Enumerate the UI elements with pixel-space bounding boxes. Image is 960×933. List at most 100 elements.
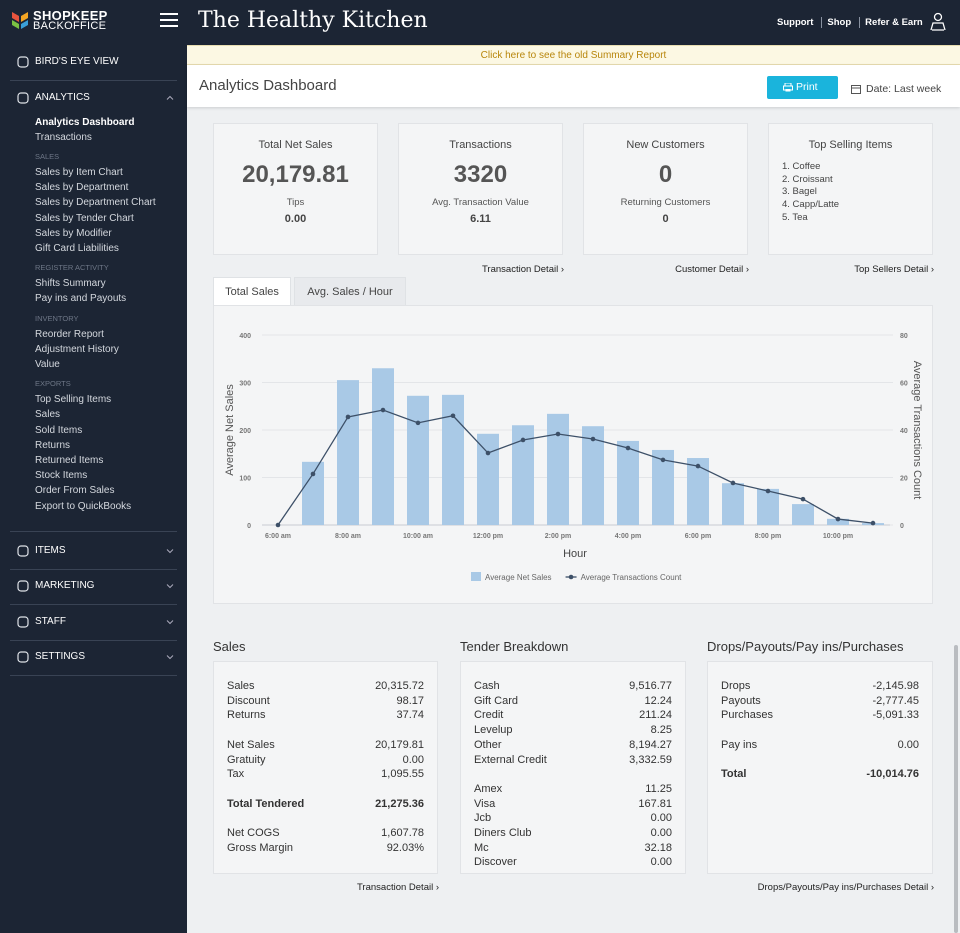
x-tick-label: 8:00 am bbox=[335, 533, 361, 540]
row-label: External Credit bbox=[474, 753, 547, 766]
submenu-link[interactable]: Gift Card Liabilities bbox=[35, 242, 119, 254]
bar bbox=[722, 483, 744, 525]
row-value: -5,091.33 bbox=[872, 709, 919, 722]
section-title: Sales bbox=[213, 639, 246, 654]
submenu-link[interactable]: Top Selling Items bbox=[35, 394, 112, 406]
menu-item[interactable]: MARKETING bbox=[35, 580, 95, 592]
tab-label[interactable]: Total Sales bbox=[225, 286, 279, 298]
bar bbox=[652, 449, 674, 525]
brand-sub: BACKOFFICE bbox=[33, 20, 107, 32]
submenu-link[interactable]: Transactions bbox=[35, 131, 92, 143]
bar bbox=[512, 425, 534, 525]
brand: SHOPKEEP bbox=[33, 8, 108, 23]
top-bar: The Healthy Kitchen Support Shop Refer & E… bbox=[187, 0, 960, 45]
submenu-link[interactable]: Sales by Item Chart bbox=[35, 166, 123, 178]
submenu-link[interactable]: Export to QuickBooks bbox=[35, 500, 132, 512]
submenu-link[interactable]: Sales bbox=[35, 409, 61, 421]
line-point bbox=[415, 420, 421, 426]
logo-part bbox=[12, 12, 19, 22]
header-link[interactable]: Support bbox=[777, 17, 814, 28]
row-label: Total bbox=[721, 768, 747, 781]
row-value: 8.25 bbox=[650, 724, 672, 737]
x-tick-label: 8:00 pm bbox=[755, 533, 781, 540]
header-link[interactable]: Refer & Earn bbox=[865, 17, 923, 28]
menu-section: REGISTER ACTIVITY bbox=[35, 263, 109, 273]
submenu-link[interactable]: Analytics Dashboard bbox=[35, 116, 135, 128]
menu-item[interactable]: SETTINGS bbox=[35, 651, 86, 663]
submenu-link[interactable]: Sales by Tender Chart bbox=[35, 212, 134, 224]
summary-card: Top Selling Items 1. Coffee 2. Croissant 3.… bbox=[768, 123, 933, 255]
row-label: Levelup bbox=[474, 724, 513, 737]
table-box: Cash 9,516.77 Gift Card 12.24 Credit 211.24 Le… bbox=[460, 661, 686, 874]
row-label: Visa bbox=[474, 797, 496, 810]
bar bbox=[827, 518, 849, 525]
line-point bbox=[380, 407, 386, 413]
detail-link[interactable]: Top Sellers Detail › bbox=[854, 264, 934, 275]
row-value: 92.03% bbox=[386, 841, 424, 854]
detail-link[interactable]: Drops/Payouts/Pay ins/Purchases Detail › bbox=[757, 882, 934, 893]
submenu-link[interactable]: Sold Items bbox=[35, 424, 83, 436]
scrollbar[interactable] bbox=[954, 645, 958, 933]
calendar-icon bbox=[851, 85, 861, 94]
row-label: Diners Club bbox=[474, 827, 532, 839]
print-label[interactable]: Print bbox=[796, 81, 818, 93]
menu-toggle[interactable] bbox=[160, 13, 178, 27]
submenu-link[interactable]: Adjustment History bbox=[35, 343, 119, 355]
card-value: 20,179.81 bbox=[242, 161, 349, 188]
line-point bbox=[450, 413, 456, 419]
print-button[interactable]: Print bbox=[767, 76, 838, 99]
tab[interactable]: Avg. Sales / Hour bbox=[294, 277, 406, 305]
row-label: Purchases bbox=[721, 709, 773, 722]
menu-item[interactable]: STAFF bbox=[35, 615, 66, 627]
menu-item[interactable]: BIRD'S EYE VIEW bbox=[35, 56, 119, 67]
detail-link[interactable]: Transaction Detail › bbox=[356, 882, 439, 893]
submenu-link[interactable]: Shifts Summary bbox=[35, 278, 106, 290]
y2-tick-label: 0 bbox=[900, 523, 904, 530]
bar bbox=[582, 426, 604, 525]
caret bbox=[166, 655, 174, 660]
menu-icon bbox=[17, 545, 29, 557]
legend-swatch bbox=[568, 574, 574, 580]
submenu-link[interactable]: Value bbox=[35, 358, 60, 370]
submenu-link[interactable]: Reorder Report bbox=[35, 328, 104, 340]
row-value: 11.25 bbox=[645, 782, 672, 795]
menu-toggle-bar bbox=[160, 13, 178, 15]
card-sub-value: 0.00 bbox=[284, 213, 307, 225]
submenu-link[interactable]: Returns bbox=[35, 439, 71, 451]
submenu-link[interactable]: Returned Items bbox=[35, 454, 104, 466]
menu-icon bbox=[17, 616, 29, 628]
line-point bbox=[625, 445, 631, 451]
user-icon[interactable] bbox=[929, 12, 947, 32]
submenu-link[interactable]: Pay ins and Payouts bbox=[35, 293, 127, 305]
menu-icon-shape bbox=[17, 616, 29, 628]
banner-link[interactable]: Click here to see the old Summary Report bbox=[480, 50, 667, 61]
row-label: Gross Margin bbox=[227, 841, 294, 854]
menu-item[interactable]: ANALYTICS bbox=[35, 91, 90, 103]
menu-item[interactable]: ITEMS bbox=[35, 544, 66, 556]
header-link[interactable]: Shop bbox=[827, 17, 852, 28]
card-sub-label: Avg. Transaction Value bbox=[432, 197, 529, 208]
banner[interactable]: Click here to see the old Summary Report bbox=[187, 45, 960, 65]
menu-section: EXPORTS bbox=[35, 379, 71, 389]
row-label: Jcb bbox=[474, 812, 492, 825]
top-item: 2. Croissant bbox=[782, 173, 833, 185]
date-filter[interactable]: Date: Last week bbox=[866, 83, 942, 95]
card-sub-label: Tips bbox=[286, 197, 305, 208]
bar bbox=[407, 395, 429, 525]
tab[interactable]: Total Sales bbox=[213, 277, 291, 306]
submenu-link[interactable]: Stock Items bbox=[35, 470, 88, 482]
table-box: Sales 20,315.72 Discount 98.17 Returns 37.74 N… bbox=[213, 661, 438, 874]
row-label: Gratuity bbox=[227, 753, 266, 766]
line-point bbox=[485, 450, 491, 456]
line-point bbox=[275, 522, 281, 528]
submenu-link[interactable]: Order From Sales bbox=[35, 485, 115, 497]
submenu-link[interactable]: Sales by Modifier bbox=[35, 227, 112, 239]
menu-caret bbox=[166, 619, 174, 624]
card-sub-value: 0 bbox=[662, 213, 669, 225]
card-value: 0 bbox=[658, 161, 673, 188]
tab-label[interactable]: Avg. Sales / Hour bbox=[307, 286, 393, 298]
detail-link[interactable]: Customer Detail › bbox=[675, 264, 749, 275]
detail-link[interactable]: Transaction Detail › bbox=[481, 264, 564, 275]
submenu-link[interactable]: Sales by Department bbox=[35, 182, 129, 194]
submenu-link[interactable]: Sales by Department Chart bbox=[35, 197, 156, 209]
